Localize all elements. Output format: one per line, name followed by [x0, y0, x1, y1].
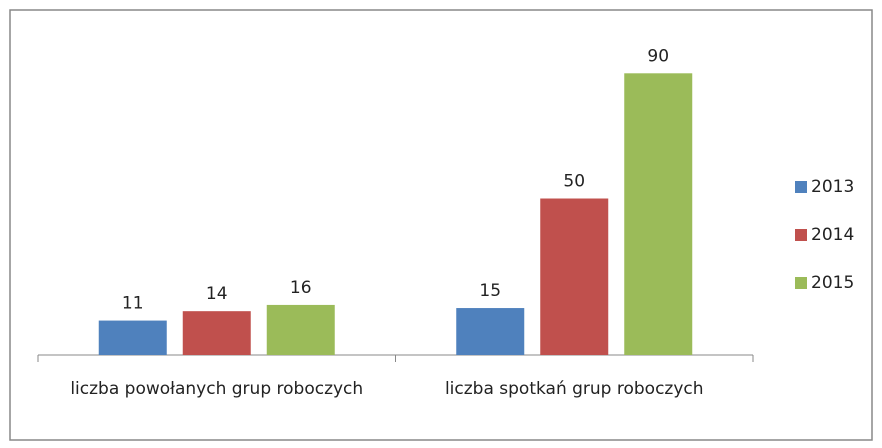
bar: [266, 304, 335, 355]
bar: [624, 73, 693, 356]
bar: [182, 311, 251, 355]
legend-label: 2015: [811, 273, 854, 293]
legend-swatch: [795, 181, 807, 193]
bar: [540, 198, 609, 355]
data-label: 15: [479, 281, 501, 301]
data-label: 90: [647, 46, 669, 66]
legend-swatch: [795, 277, 807, 289]
chart-frame: [9, 9, 873, 441]
data-label: 14: [206, 284, 228, 304]
legend-label: 2013: [811, 177, 854, 197]
x-tick-label: liczba powołanych grup roboczych: [70, 379, 364, 399]
data-label: 11: [122, 294, 144, 314]
bar: [98, 320, 167, 355]
x-tick-label: liczba spotkań grup roboczych: [444, 379, 704, 399]
legend-label: 2014: [811, 225, 854, 245]
data-label: 16: [290, 278, 312, 298]
data-label: 50: [563, 172, 585, 192]
legend-swatch: [795, 229, 807, 241]
bar: [456, 308, 525, 355]
